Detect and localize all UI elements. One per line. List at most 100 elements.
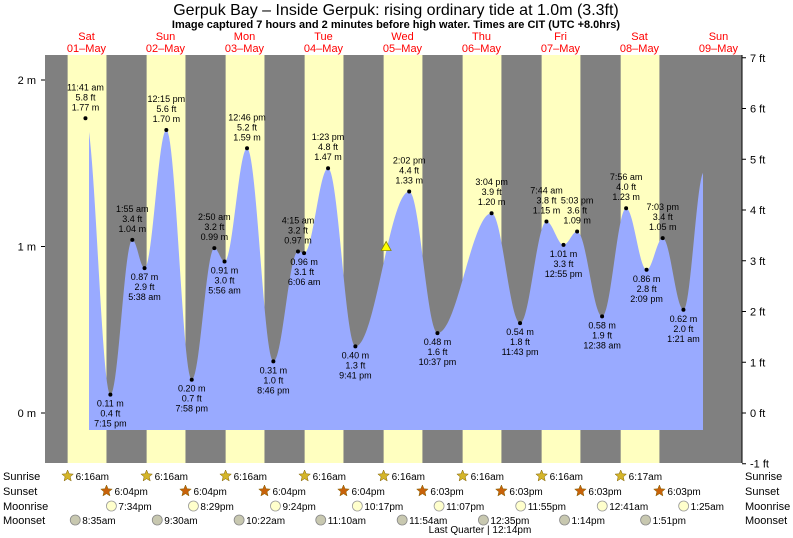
high-tide-label: 1.47 m	[314, 152, 342, 162]
sunrise-time: 6:16am	[155, 472, 188, 483]
high-tide-dot	[295, 249, 300, 254]
sunset-time: 6:03pm	[667, 487, 700, 498]
high-tide-dot	[212, 246, 217, 251]
low-tide-label: 0.4 ft	[100, 409, 121, 419]
day-name: Sat	[78, 31, 95, 43]
sun-icon	[298, 469, 311, 482]
astro-rows: Sunrise Sunrise Sunset Sunset Moonrise Moonri…	[3, 469, 790, 527]
low-tide-label: 1.6 ft	[427, 347, 448, 357]
sunset-time: 6:03pm	[430, 487, 463, 498]
day-date: 04–May	[304, 43, 344, 55]
low-tide-dot	[353, 344, 358, 349]
sun-icon	[614, 469, 628, 482]
axes: 0 m 1 m 2 m -1 ft 0 ft 1 ft 2 ft 3 ft 4 ft 5 ft 6 …	[18, 53, 769, 471]
row-label-left: Sunrise	[3, 471, 40, 483]
moonrise-time: 1:25am	[691, 502, 724, 513]
moonset-icon	[151, 514, 163, 526]
low-tide-label: 0.31 m	[260, 365, 288, 375]
low-tide-label: 0.11 m	[97, 399, 124, 409]
low-tide-label: 0.54 m	[506, 327, 534, 337]
row-label-left: Sunset	[3, 486, 37, 498]
sunrise-time: 6:16am	[234, 472, 267, 483]
high-tide-label: 4.8 ft	[318, 142, 339, 152]
high-tide-label: 1.05 m	[649, 222, 677, 232]
moonset-time: 10:22am	[246, 516, 285, 527]
high-tide-label: 1:23 pm	[312, 132, 345, 142]
high-tide-label: 5.8 ft	[75, 92, 96, 102]
low-tide-dot	[142, 266, 147, 271]
low-tide-label: 1.8 ft	[510, 337, 531, 347]
low-tide-label: 5:38 am	[128, 292, 161, 302]
sun-icon	[258, 484, 271, 497]
low-tide-label: 0.62 m	[670, 314, 698, 324]
sun-icon	[377, 469, 390, 482]
low-tide-label: 1.01 m	[550, 249, 578, 259]
high-tide-label: 1.70 m	[153, 114, 181, 124]
moonrise-icon	[433, 500, 445, 512]
sunrise-time: 6:16am	[76, 472, 109, 483]
high-tide-label: 3:04 pm	[475, 177, 508, 187]
low-tide-label: 2.0 ft	[673, 324, 694, 334]
high-tide-label: 1.20 m	[478, 197, 506, 207]
low-tide-dot	[600, 314, 605, 319]
tide-area	[89, 130, 703, 430]
sun-icon	[653, 484, 666, 497]
sunrise-time: 6:16am	[313, 472, 346, 483]
day-date: 05–May	[383, 43, 423, 55]
moonrise-icon	[270, 500, 281, 512]
high-tide-dot	[326, 166, 331, 171]
high-tide-label: 1.09 m	[563, 216, 591, 226]
moonrise-icon	[351, 500, 363, 512]
low-tide-label: 2.8 ft	[637, 284, 658, 294]
sun-icon	[179, 484, 192, 497]
high-tide-dot	[544, 219, 549, 224]
high-tide-label: 3.6 ft	[567, 206, 588, 216]
day-date: 01–May	[67, 43, 107, 55]
high-tide-label: 0.97 m	[284, 235, 312, 245]
low-tide-dot	[302, 251, 307, 256]
low-tide-label: 7:15 pm	[94, 419, 127, 429]
low-tide-label: 11:43 pm	[502, 347, 539, 357]
day-date: 02–May	[146, 43, 186, 55]
sun-icon	[337, 484, 350, 497]
sunset-time: 6:03pm	[588, 487, 621, 498]
high-tide-label: 2:50 am	[198, 212, 231, 222]
high-tide-label: 12:46 pm	[228, 112, 266, 122]
left-tick-label: 0 m	[18, 408, 36, 420]
low-tide-label: 1.0 ft	[263, 375, 284, 385]
row-label-right: Moonrise	[745, 501, 790, 513]
sun-icon	[61, 469, 74, 482]
high-tide-label: 11:41 am	[67, 82, 104, 92]
moonset-time: 11:10am	[328, 516, 366, 527]
day-date: 09–May	[699, 43, 739, 55]
moonset-icon	[559, 514, 570, 526]
low-tide-label: 8:46 pm	[257, 385, 290, 395]
left-tick-label: 2 m	[18, 75, 36, 87]
current-tide-marker	[380, 240, 392, 251]
high-tide-dot	[164, 127, 169, 132]
high-tide-label: 12:15 pm	[148, 94, 186, 104]
low-tide-label: 10:37 pm	[419, 357, 457, 367]
high-tide-label: 4:15 am	[282, 215, 315, 225]
low-tide-label: 0.20 m	[178, 384, 206, 394]
high-tide-label: 7:56 am	[610, 172, 643, 182]
low-tide-label: 0.58 m	[588, 320, 616, 330]
high-tide-label: 3.9 ft	[482, 187, 503, 197]
low-tide-label: 6:06 am	[288, 277, 321, 287]
moonrise-icon	[515, 500, 527, 512]
day-name: Tue	[314, 31, 333, 43]
low-tide-dot	[561, 242, 566, 247]
moonset-time: 8:35am	[82, 516, 115, 527]
sunrise-time: 6:16am	[392, 472, 425, 483]
chart-title: Gerpuk Bay – Inside Gerpuk: rising ordin…	[173, 2, 619, 19]
high-tide-dot	[245, 146, 250, 151]
sunset-time: 6:04pm	[272, 487, 305, 498]
low-tide-label: 3.3 ft	[554, 259, 575, 269]
moonset-time: 1:51pm	[653, 516, 686, 527]
low-tide-dot	[271, 359, 276, 364]
high-tide-label: 5.6 ft	[156, 104, 177, 114]
day-date: 08–May	[620, 43, 660, 55]
row-label-right: Sunrise	[745, 471, 782, 483]
low-tide-label: 1.9 ft	[592, 330, 613, 340]
